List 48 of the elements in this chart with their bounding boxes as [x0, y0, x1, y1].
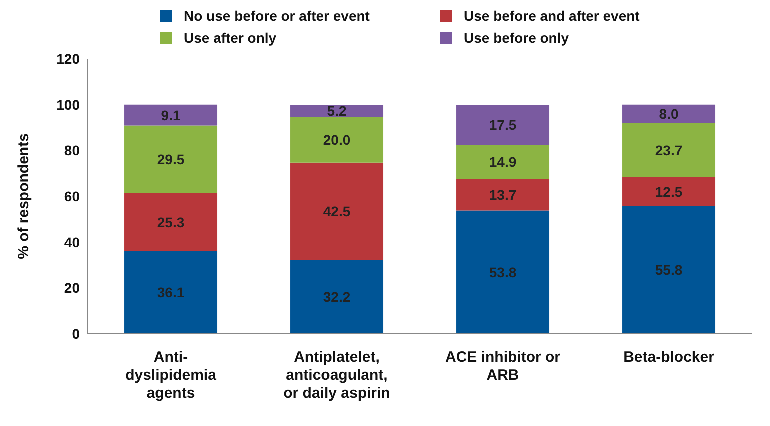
- data-label: 5.2: [327, 103, 347, 120]
- legend-label: Use before only: [464, 30, 570, 46]
- x-tick-label: Beta-blocker: [624, 349, 715, 366]
- bar: [290, 260, 384, 334]
- bar: [456, 145, 550, 180]
- bar: [290, 162, 384, 260]
- data-label: 23.7: [655, 142, 683, 158]
- bar: [124, 251, 218, 334]
- y-tick-label: 40: [64, 234, 80, 250]
- y-axis-title: % of respondents: [15, 134, 32, 260]
- y-tick-label: 120: [56, 50, 80, 67]
- data-label: 32.2: [323, 289, 351, 306]
- bar: [622, 177, 716, 206]
- data-label: 8.0: [659, 106, 679, 122]
- y-tick-label: 100: [56, 96, 80, 113]
- data-label: 17.5: [489, 117, 517, 134]
- bar: [124, 193, 218, 252]
- data-label: 12.5: [655, 184, 683, 200]
- x-tick-label: Anti-dyslipidemia agents: [126, 349, 218, 402]
- data-label: 9.1: [161, 107, 181, 124]
- data-label: 29.5: [157, 151, 185, 168]
- bar: [456, 179, 550, 211]
- data-label: 25.3: [157, 214, 185, 230]
- data-label: 14.9: [489, 154, 517, 170]
- data-label: 55.8: [655, 262, 683, 278]
- bar: [456, 210, 550, 334]
- y-tick-label: 60: [64, 188, 80, 204]
- y-tick-label: 80: [64, 142, 80, 159]
- bar: [124, 126, 218, 194]
- legend-label: Use after only: [184, 30, 277, 46]
- data-label: 20.0: [323, 132, 351, 148]
- x-tick-label: ACE inhibitor or ARB: [446, 349, 561, 384]
- y-tick-label: 20: [64, 280, 80, 296]
- legend-label: Use before and after event: [464, 8, 640, 24]
- data-label: 36.1: [157, 284, 185, 301]
- bar: [622, 123, 716, 178]
- bar: [622, 206, 716, 334]
- data-label: 53.8: [489, 264, 517, 280]
- data-label: 13.7: [489, 187, 517, 204]
- y-tick-label: 0: [72, 326, 80, 342]
- bar: [124, 104, 218, 126]
- legend-label: No use before or after event: [184, 8, 370, 24]
- x-tick-label: Antiplatelet, anticoagulant, or daily aspirin: [284, 349, 390, 402]
- bar: [290, 116, 384, 163]
- bar: [290, 105, 384, 117]
- data-label: 42.5: [323, 204, 351, 220]
- bar: [622, 104, 716, 124]
- bar: [456, 105, 550, 146]
